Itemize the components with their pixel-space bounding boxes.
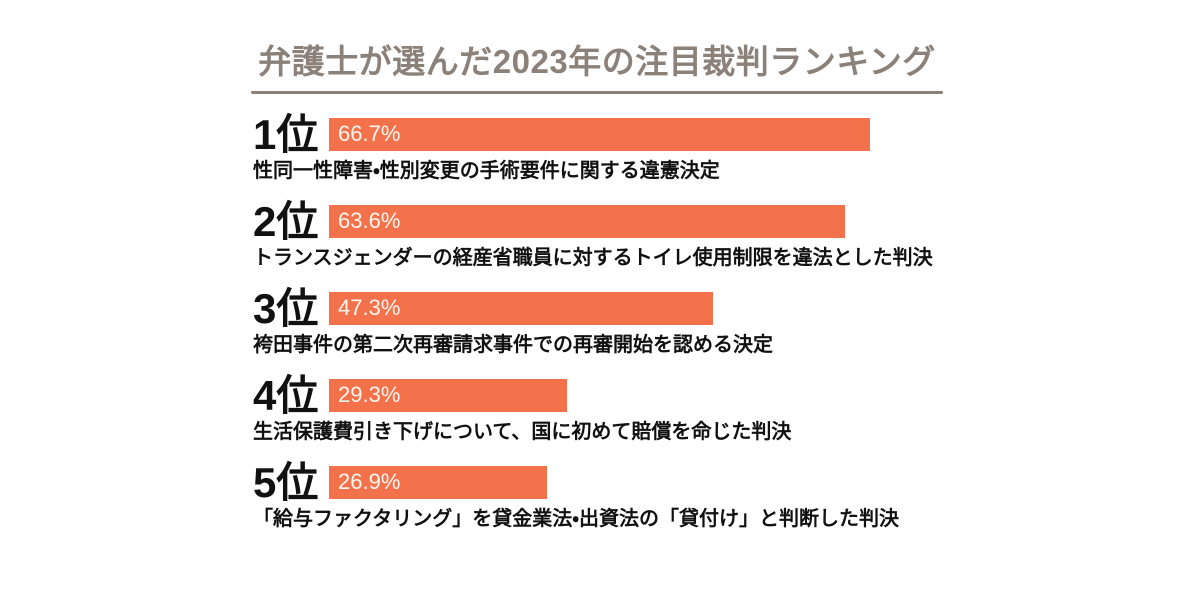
ranking-row-bar-line: 4位 29.3% xyxy=(251,371,943,419)
page-title: 弁護士が選んだ2023年の注目裁判ランキング xyxy=(258,43,936,80)
percentage-bar: 47.3% xyxy=(329,291,713,325)
ranking-row-bar-line: 1位 66.7% xyxy=(251,110,943,158)
rank-label: 2位 xyxy=(253,197,319,245)
case-description: 生活保護費引き下げについて、国に初めて賠償を命じた判決 xyxy=(253,420,792,443)
rank-label: 3位 xyxy=(253,284,319,332)
bar-value-label: 63.6% xyxy=(338,208,401,234)
ranking-row: 5位 26.9% 「給与ファクタリング」を貸金業法・出資法の「貸付け」と判断した… xyxy=(251,458,943,532)
ranking-row-bar-line: 2位 63.6% xyxy=(251,197,943,245)
rank-label: 4位 xyxy=(253,371,319,419)
bar-value-label: 47.3% xyxy=(338,295,401,321)
bar-value-label: 66.7% xyxy=(338,121,401,147)
ranking-row-bar-line: 3位 47.3% xyxy=(251,284,943,332)
percentage-bar: 66.7% xyxy=(329,117,870,151)
bar-value-label: 29.3% xyxy=(338,382,401,408)
percentage-bar: 26.9% xyxy=(329,465,547,499)
percentage-bar: 63.6% xyxy=(329,204,845,238)
percentage-bar: 29.3% xyxy=(329,378,567,412)
rank-label: 1位 xyxy=(253,110,319,158)
case-description: トランスジェンダーの経産省職員に対するトイレ使用制限を違法とした判決 xyxy=(253,246,933,269)
ranking-row: 3位 47.3% 袴田事件の第二次再審請求事件での再審開始を認める決定 xyxy=(251,284,943,358)
ranking-bar-chart: 1位 66.7% 性同一性障害・性別変更の手術要件に関する違憲決定 2位 63.… xyxy=(251,110,943,532)
title-underline xyxy=(251,90,943,94)
case-description: 性同一性障害・性別変更の手術要件に関する違憲決定 xyxy=(253,159,720,182)
bar-value-label: 26.9% xyxy=(338,469,401,495)
ranking-row-bar-line: 5位 26.9% xyxy=(251,458,943,506)
ranking-row: 4位 29.3% 生活保護費引き下げについて、国に初めて賠償を命じた判決 xyxy=(251,371,943,445)
title-block: 弁護士が選んだ2023年の注目裁判ランキング xyxy=(251,40,943,94)
ranking-row: 1位 66.7% 性同一性障害・性別変更の手術要件に関する違憲決定 xyxy=(251,110,943,184)
content-area: 弁護士が選んだ2023年の注目裁判ランキング 1位 66.7% 性同一性障害・性… xyxy=(251,40,943,532)
case-description: 「給与ファクタリング」を貸金業法・出資法の「貸付け」と判断した判決 xyxy=(253,507,899,530)
ranking-row: 2位 63.6% トランスジェンダーの経産省職員に対するトイレ使用制限を違法とし… xyxy=(251,197,943,271)
case-description: 袴田事件の第二次再審請求事件での再審開始を認める決定 xyxy=(253,333,773,356)
rank-label: 5位 xyxy=(253,458,319,506)
